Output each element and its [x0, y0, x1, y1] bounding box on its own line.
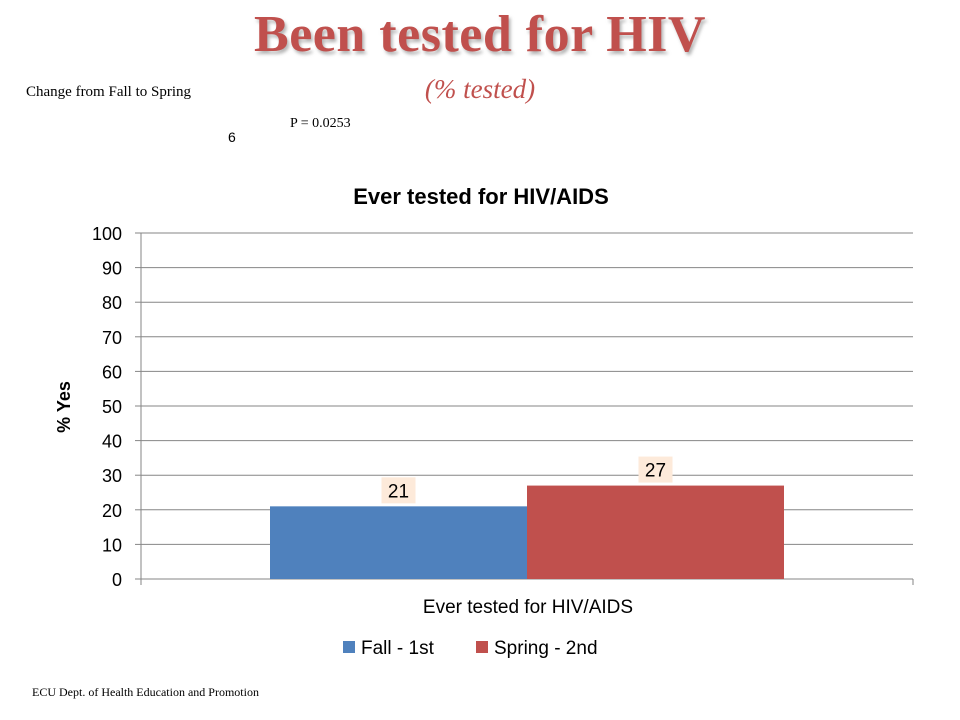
y-tick-label: 0 [112, 570, 122, 590]
chart-title: Ever tested for HIV/AIDS [353, 184, 609, 209]
legend: Fall - 1st Spring - 2nd [343, 638, 598, 659]
data-label: 21 [388, 481, 409, 502]
bar-fall [270, 506, 527, 579]
y-axis-title: % Yes [54, 381, 74, 433]
bar-spring [527, 485, 784, 579]
change-note: Change from Fall to Spring [26, 84, 191, 100]
bars [270, 485, 784, 579]
y-tick-label: 50 [102, 397, 122, 417]
y-tick-label: 20 [102, 501, 122, 521]
y-tick-label: 90 [102, 259, 122, 279]
y-axis-ticks: 0 10 20 30 40 50 60 70 80 90 100 [92, 224, 122, 590]
legend-label: Spring - 2nd [494, 638, 598, 659]
y-tick-label: 100 [92, 224, 122, 244]
y-tick-label: 10 [102, 535, 122, 555]
slide-title: Been tested for HIV [254, 6, 706, 63]
data-labels: 21 27 [381, 456, 673, 504]
legend-swatch [476, 641, 488, 653]
legend-swatch [343, 641, 355, 653]
legend-label: Fall - 1st [361, 638, 435, 659]
slide-number: 6 [228, 129, 236, 145]
y-tick-label: 60 [102, 362, 122, 382]
data-label-box [638, 456, 673, 483]
p-value: P = 0.0253 [290, 116, 351, 131]
y-tick-label: 40 [102, 432, 122, 452]
data-label-box [381, 477, 416, 504]
footer-credit: ECU Dept. of Health Education and Promot… [32, 685, 259, 699]
data-label: 27 [645, 461, 666, 482]
y-tick-label: 30 [102, 466, 122, 486]
y-tick-label: 80 [102, 293, 122, 313]
y-tick-label: 70 [102, 328, 122, 348]
x-category-label: Ever tested for HIV/AIDS [423, 597, 633, 618]
slide-subtitle: (% tested) [424, 74, 536, 104]
